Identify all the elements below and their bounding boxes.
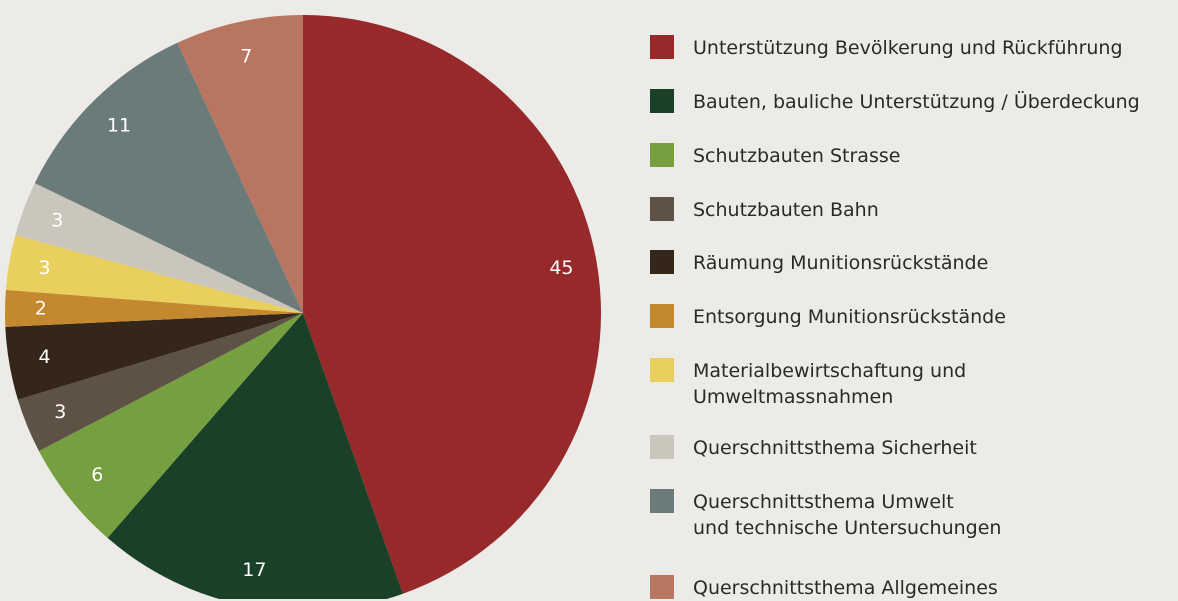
- legend-label: Materialbewirtschaftung und Umweltmassna…: [693, 360, 967, 408]
- legend-swatch: [650, 197, 674, 221]
- legend-label: Querschnittsthema Umwelt und technische …: [693, 491, 1002, 539]
- legend-item: Materialbewirtschaftung und Umweltmassna…: [650, 358, 966, 410]
- pie-slice: [5, 313, 303, 400]
- pie-slice: [15, 183, 304, 313]
- data-label: 3: [39, 257, 51, 279]
- pie-slice: [4, 289, 303, 327]
- legend-swatch: [650, 358, 674, 382]
- legend-item: Schutzbauten Bahn: [650, 197, 879, 223]
- legend-swatch: [650, 575, 674, 599]
- data-label: 11: [107, 115, 131, 137]
- data-label: 3: [51, 210, 63, 232]
- legend-item: Entsorgung Munitionsrückstände: [650, 304, 1006, 330]
- data-label: 45: [549, 257, 573, 279]
- data-label: 4: [39, 346, 51, 368]
- legend-swatch: [650, 35, 674, 59]
- legend-item: Querschnittsthema Sicherheit: [650, 435, 977, 461]
- legend-item: Querschnittsthema Umwelt und technische …: [650, 489, 1001, 541]
- legend-item: Bauten, bauliche Unterstützung / Überdec…: [650, 89, 1140, 115]
- pie-slice: [107, 313, 403, 599]
- data-label: 17: [242, 559, 266, 581]
- pie: 45 17 6 3 4 2 3 3 11 7: [4, 15, 601, 599]
- legend-label: Bauten, bauliche Unterstützung / Überdec…: [693, 91, 1140, 113]
- pie-slice: [303, 15, 601, 594]
- legend-item: Unterstützung Bevölkerung und Rückführun…: [650, 35, 1123, 61]
- pie-slice: [5, 235, 303, 313]
- legend-label: Schutzbauten Strasse: [693, 145, 901, 167]
- legend-label: Schutzbauten Bahn: [693, 199, 879, 221]
- legend-swatch: [650, 89, 674, 113]
- legend-item: Schutzbauten Strasse: [650, 143, 900, 169]
- legend-swatch: [650, 250, 674, 274]
- legend-label: Entsorgung Munitionsrückstände: [693, 306, 1006, 328]
- legend-label: Querschnittsthema Sicherheit: [693, 437, 977, 459]
- legend-label: Räumung Munitionsrückstände: [693, 252, 989, 274]
- data-label: 2: [35, 297, 47, 319]
- legend-item: Räumung Munitionsrückstände: [650, 250, 988, 276]
- legend-swatch: [650, 143, 674, 167]
- legend-item: Querschnittsthema Allgemeines: [650, 575, 998, 601]
- legend-swatch: [650, 435, 674, 459]
- pie-slice: [177, 15, 303, 313]
- data-label: 6: [91, 464, 103, 486]
- pie-slice: [38, 313, 303, 538]
- data-label: 3: [54, 401, 66, 423]
- legend-label: Unterstützung Bevölkerung und Rückführun…: [693, 37, 1123, 59]
- data-label: 7: [240, 45, 252, 67]
- legend-swatch: [650, 304, 674, 328]
- legend-swatch: [650, 489, 674, 513]
- pie-slice: [17, 313, 303, 452]
- legend-label: Querschnittsthema Allgemeines: [693, 577, 998, 599]
- pie-slice: [34, 42, 304, 314]
